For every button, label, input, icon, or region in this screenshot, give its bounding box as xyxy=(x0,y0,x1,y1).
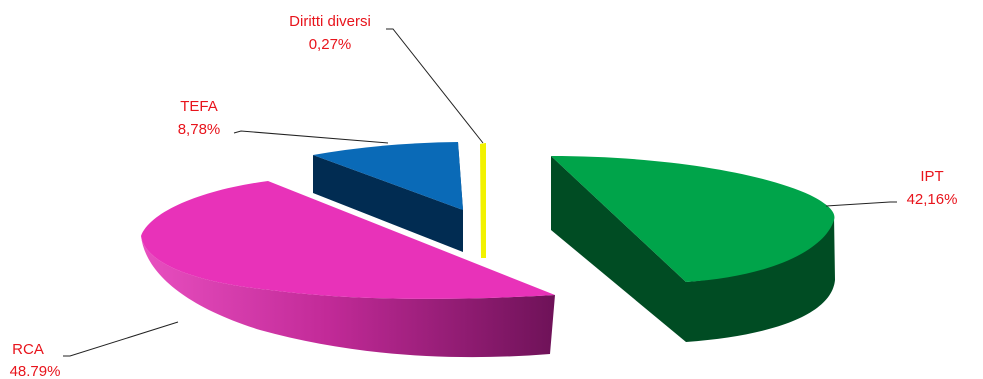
label-rca-value: 48.79% xyxy=(10,363,61,379)
label-ipt: IPT 42,16% xyxy=(907,168,958,208)
slice-ipt-inner xyxy=(551,156,686,342)
label-tefa-name: TEFA xyxy=(180,98,218,115)
label-tefa: TEFA 8,78% xyxy=(178,98,221,138)
leader-line-diritti-diversi xyxy=(386,28,484,144)
slice-rca-side xyxy=(141,236,555,358)
slice-tefa xyxy=(313,142,463,252)
label-diritti-diversi-name: Diritti diversi xyxy=(289,13,371,30)
label-ipt-value: 42,16% xyxy=(907,191,958,208)
label-diritti-diversi: Diritti diversi 0,27% xyxy=(289,13,371,53)
slice-ipt-top xyxy=(551,156,835,282)
slice-diritti-diversi-top xyxy=(480,143,486,160)
label-rca-name: RCA xyxy=(12,341,44,358)
leader-line-rca xyxy=(63,321,179,357)
leader-line-ipt xyxy=(825,201,897,207)
label-tefa-value: 8,78% xyxy=(178,121,221,138)
slice-ipt-side xyxy=(686,215,835,342)
slice-ipt xyxy=(551,156,835,342)
slice-diritti-diversi xyxy=(480,143,486,258)
slice-diritti-diversi-side xyxy=(480,143,486,258)
slice-tefa-side xyxy=(313,155,463,252)
label-ipt-name: IPT xyxy=(920,168,943,185)
slice-rca-top xyxy=(141,181,555,299)
slice-tefa-top xyxy=(313,142,463,210)
leader-line-tefa xyxy=(233,130,389,144)
slice-rca xyxy=(141,181,555,358)
label-rca: RCA 48.79% xyxy=(10,341,61,379)
label-diritti-diversi-value: 0,27% xyxy=(309,36,352,53)
